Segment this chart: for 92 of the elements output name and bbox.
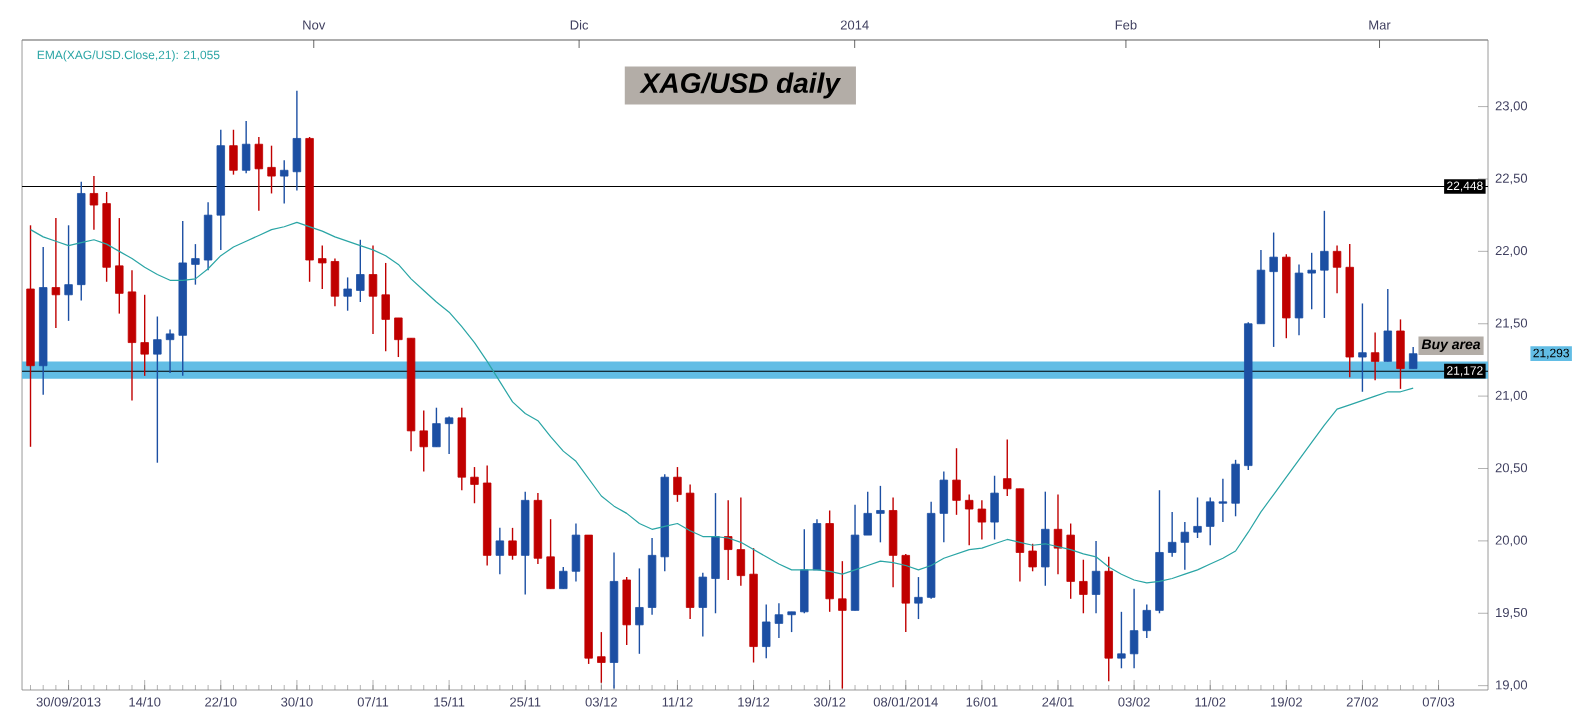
candlestick (1117, 611, 1126, 669)
y-tick-label: 19,50 (1496, 607, 1528, 619)
y-tick-label: 19,00 (1496, 680, 1528, 692)
x-tick-label: 08/01/2014 (873, 697, 938, 707)
x-tick-label: 19/02 (1271, 697, 1302, 707)
candlestick (774, 602, 784, 639)
y-tick-label: 20,50 (1495, 463, 1528, 474)
candlestick (140, 294, 149, 377)
x-tick-label: 16/01 (966, 697, 998, 707)
y-tick-label: 20,00 (1495, 535, 1528, 547)
ref-line-label: 22,448 (1447, 181, 1483, 192)
candlestick (1307, 252, 1316, 310)
candlestick (977, 499, 987, 541)
candlestick (1167, 511, 1177, 558)
x-tick-label: 30/10 (281, 697, 313, 707)
candlestick (559, 566, 568, 590)
candlestick (1408, 346, 1418, 370)
candlestick (1193, 496, 1202, 539)
candlestick (635, 567, 644, 655)
y-tick-label: 23,00 (1495, 101, 1528, 112)
candlestick (597, 631, 606, 684)
x-tick-label: 11/02 (1195, 697, 1226, 707)
candlestick (914, 576, 923, 620)
candlestick (89, 175, 99, 231)
x-tick-label: 14/10 (129, 697, 161, 707)
candlestick (368, 244, 378, 335)
candlestick (1320, 210, 1329, 319)
x-tick-label: 07/03 (1422, 697, 1455, 707)
candlestick (64, 224, 73, 322)
text: EMA(XAG/USD.Close,21): 21,055 (37, 50, 220, 62)
band-label: Buy area (1421, 339, 1481, 352)
x-tick-label: 03/12 (585, 697, 617, 707)
candlestick (1091, 540, 1101, 614)
candlestick (723, 499, 733, 581)
candlestick (1142, 603, 1151, 639)
candlestick (153, 315, 162, 464)
candlestick (470, 466, 479, 504)
candlestick (1053, 493, 1063, 575)
text: Nov (303, 20, 326, 30)
candlestick (1332, 244, 1342, 295)
candlestick (1129, 587, 1139, 669)
candlestick (165, 328, 175, 374)
candlestick (343, 276, 352, 312)
x-tick-label: 03/02 (1118, 697, 1150, 707)
candlestick (280, 159, 289, 205)
x-tick-label: 22/10 (205, 697, 237, 707)
x-tick-label: 07/11 (357, 697, 389, 707)
candlestick (508, 527, 517, 561)
candlestick (394, 317, 403, 358)
text: 2014 (840, 20, 869, 30)
candlestick (876, 485, 885, 544)
text: Mar (1369, 20, 1391, 30)
y-tick-label: 21,50 (1495, 318, 1528, 330)
x-tick-label: 24/01 (1042, 697, 1074, 707)
y-tick-label: 21,00 (1495, 390, 1528, 402)
candlestick (356, 239, 365, 303)
candlestick (838, 560, 847, 690)
y-tick-label: 22,00 (1495, 246, 1528, 257)
candlestick (952, 447, 961, 516)
y-tick-label: 22,50 (1495, 173, 1528, 185)
candlestick (1003, 438, 1012, 497)
candlestick (51, 217, 61, 329)
candlestick (444, 415, 454, 455)
candlestick (419, 409, 428, 473)
text: Dic (570, 20, 589, 30)
text: XAG/USD daily (639, 72, 842, 99)
candlestick (318, 244, 327, 290)
candlestick (673, 466, 682, 503)
candlestick (1028, 543, 1037, 572)
candlestick (495, 527, 505, 575)
candlestick (1269, 231, 1278, 348)
x-tick-label: 19/12 (738, 697, 770, 707)
ref-line-label: 21,172 (1447, 366, 1483, 377)
x-tick-label: 30/12 (813, 697, 846, 707)
candlestick (1218, 477, 1228, 523)
candlestick (191, 243, 200, 286)
candlestick (1079, 559, 1088, 614)
candlestick (432, 407, 441, 448)
candlestick (267, 144, 276, 195)
text: 21,293 (1533, 348, 1569, 359)
candlestick (1358, 302, 1367, 393)
candlestick (1180, 521, 1190, 571)
x-tick-label: 27/02 (1346, 697, 1379, 707)
candlestick (1370, 331, 1380, 381)
x-tick-label: 30/09/2013 (36, 697, 101, 707)
candlestick (787, 611, 796, 633)
candlestick (964, 493, 974, 546)
x-tick-label: 15/11 (434, 697, 465, 707)
text: Feb (1115, 20, 1137, 30)
candlestick (863, 490, 872, 536)
x-tick-label: 25/11 (510, 697, 541, 707)
x-tick-label: 11/12 (662, 697, 693, 707)
